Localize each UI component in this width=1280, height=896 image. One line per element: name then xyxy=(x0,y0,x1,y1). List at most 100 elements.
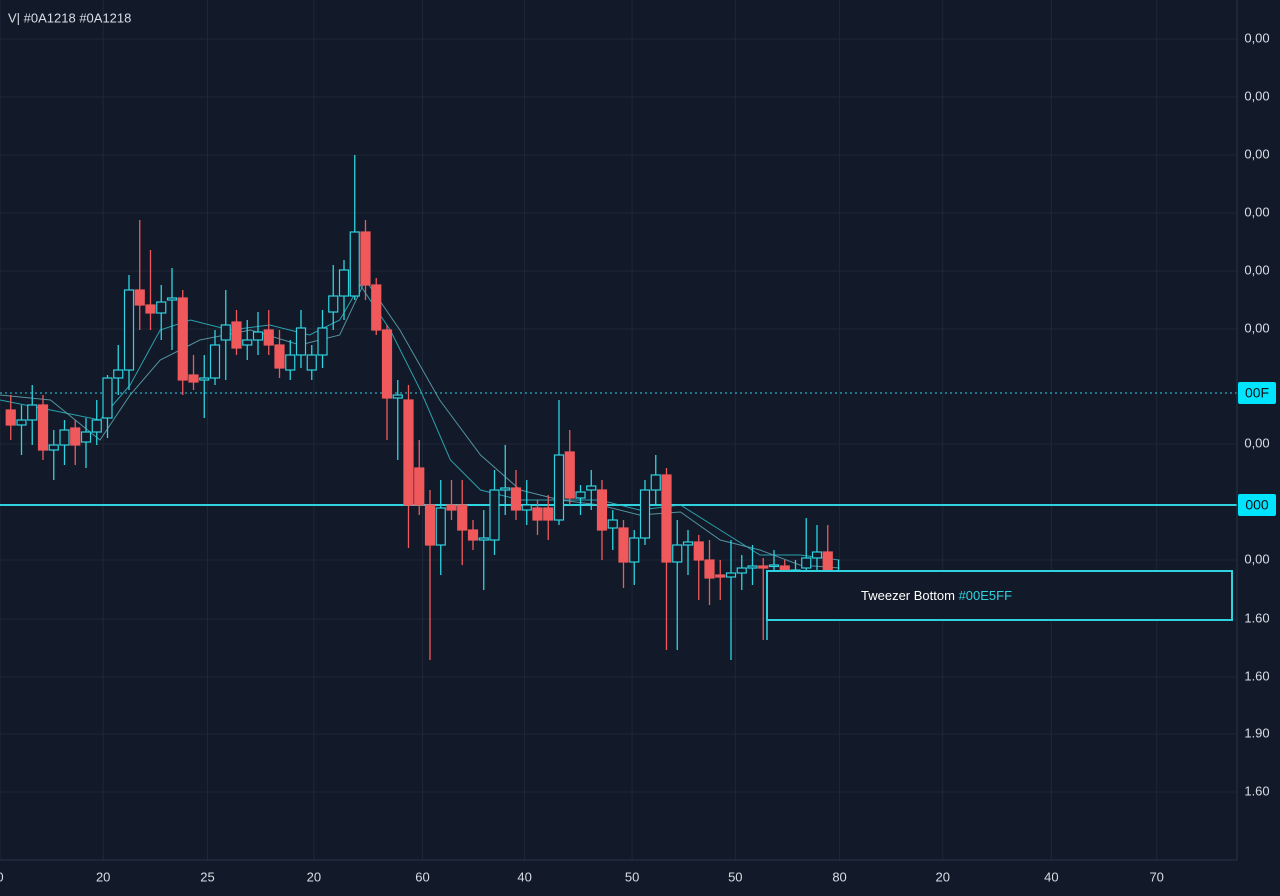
annotation-label: Tweezer Bottom xyxy=(861,588,955,603)
candle-body xyxy=(59,429,70,446)
candle-body xyxy=(220,324,231,341)
y-tick-label: 0,00 xyxy=(1244,435,1269,450)
candle-body xyxy=(27,404,38,421)
candle-body xyxy=(661,474,672,563)
candle-body xyxy=(80,431,92,443)
annotation-highlight: #00E5FF xyxy=(959,588,1013,603)
x-tick-label: 50 xyxy=(728,869,742,884)
x-tick-label: 40 xyxy=(517,869,531,884)
y-tick-label: 0,00 xyxy=(1244,204,1269,219)
y-tick-label: 1.90 xyxy=(1244,725,1269,740)
candle-body xyxy=(360,231,371,286)
x-tick-label: 70 xyxy=(1149,869,1163,884)
candle-body xyxy=(532,507,543,521)
overlay-line xyxy=(0,284,840,561)
candle-body xyxy=(188,374,199,383)
candle-body xyxy=(693,541,704,561)
candle-body xyxy=(37,404,49,451)
candle-body xyxy=(736,567,747,574)
annotation-box xyxy=(766,570,1233,621)
x-tick-label: 80 xyxy=(832,869,846,884)
candle-body xyxy=(381,329,393,399)
y-tick-label: 0,00 xyxy=(1244,88,1269,103)
candle-body xyxy=(457,504,468,531)
axes: 0,00 0,00 0,00 0,00 0,00 0,00 0,00 0,00 1.60 1.60… xyxy=(0,30,1276,884)
y-tick-label: 0,00 xyxy=(1244,30,1269,45)
candle-body xyxy=(768,564,780,568)
y-tick-label: 1.60 xyxy=(1244,668,1269,683)
candle-body xyxy=(586,485,597,491)
candle-body xyxy=(553,454,565,521)
y-tick-label: 0,00 xyxy=(1244,146,1269,161)
x-tick-label: 20 xyxy=(307,869,321,884)
candle-body xyxy=(478,537,489,541)
candle-body xyxy=(596,489,608,531)
candle-body xyxy=(682,541,694,546)
y-tick-label: 0,00 xyxy=(1244,551,1269,566)
overlay-line xyxy=(0,278,840,569)
price-badge-label: 00F xyxy=(1245,385,1269,401)
candle-body xyxy=(102,377,113,419)
candle-body xyxy=(134,289,145,306)
candle-body xyxy=(338,269,350,297)
chart-title: V| #0A1218 #0A1218 xyxy=(8,10,131,25)
candle-body xyxy=(725,572,737,578)
candle-body xyxy=(91,419,102,433)
candle-body xyxy=(672,544,683,563)
candle-body xyxy=(242,339,253,346)
candle-body xyxy=(199,377,210,381)
candle-body xyxy=(123,289,135,371)
x-tick-label: 25 xyxy=(200,869,214,884)
candle-body xyxy=(446,504,457,511)
candle-body xyxy=(801,557,812,569)
candle-body xyxy=(371,284,382,331)
x-tick-label: 20 xyxy=(936,869,950,884)
candle-body xyxy=(489,489,500,541)
x-tick-label: 20 xyxy=(96,869,110,884)
candle-body xyxy=(607,519,618,529)
candle-body xyxy=(177,297,188,381)
candle-body xyxy=(209,344,221,379)
candle-body xyxy=(263,329,274,346)
candle-body xyxy=(564,451,575,499)
candle-body xyxy=(629,537,640,563)
candle-body xyxy=(285,354,296,371)
candle-body xyxy=(811,551,823,559)
candle-body xyxy=(145,304,156,314)
y-tick-label: 1.60 xyxy=(1244,610,1269,625)
price-badge xyxy=(1238,382,1276,404)
price-badge xyxy=(1238,494,1276,516)
candle-body xyxy=(5,409,16,426)
candle-body xyxy=(252,331,264,341)
candle-body xyxy=(650,474,661,491)
candle-body xyxy=(510,487,522,511)
candle-body xyxy=(403,399,414,506)
candle-body xyxy=(414,467,425,506)
candle-body xyxy=(758,565,769,569)
annotation: Tweezer Bottom #00E5FF xyxy=(766,570,1233,640)
candle-body xyxy=(349,231,360,297)
annotation-text: Tweezer Bottom #00E5FF xyxy=(861,588,1012,603)
candle-body xyxy=(392,394,403,399)
candle-body xyxy=(231,321,242,349)
candle-body xyxy=(618,527,629,563)
candle-body xyxy=(156,301,167,314)
price-badge-label: 000 xyxy=(1245,497,1269,513)
candle-body xyxy=(575,491,586,499)
candle-body xyxy=(317,327,328,356)
candle-body xyxy=(328,295,339,313)
y-tick-label: 0,00 xyxy=(1244,320,1269,335)
candle-body xyxy=(704,559,715,579)
candle-body xyxy=(295,327,307,356)
candle-body xyxy=(543,507,554,521)
x-tick-label: 50 xyxy=(625,869,639,884)
candle-body xyxy=(521,504,532,511)
candle-body xyxy=(166,297,178,301)
candle-body xyxy=(435,507,446,546)
candle-body xyxy=(16,419,27,426)
candle-body xyxy=(113,369,124,379)
candle-body xyxy=(500,487,511,491)
candle-body xyxy=(467,529,479,541)
y-tick-label: 0,00 xyxy=(1244,262,1269,277)
